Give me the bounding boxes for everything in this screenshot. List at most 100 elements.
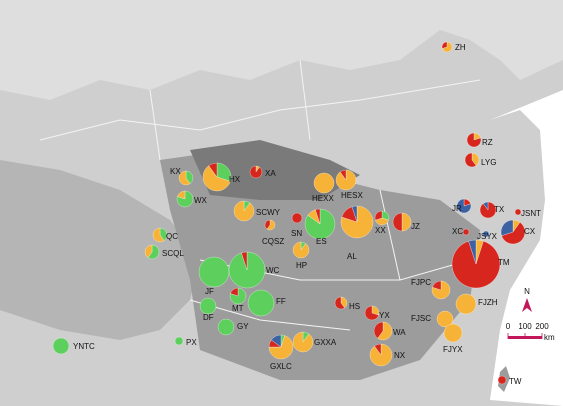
pie-slice bbox=[230, 287, 239, 297]
pie-slice bbox=[144, 244, 153, 258]
scale-unit: km bbox=[544, 333, 555, 342]
site-label: HP bbox=[296, 261, 307, 270]
scale-tick-label: 200 bbox=[535, 322, 549, 331]
site-label: ES bbox=[316, 237, 327, 246]
site-label: TX bbox=[494, 205, 505, 214]
pie-slice bbox=[514, 208, 522, 216]
pie-slice bbox=[443, 323, 463, 343]
pie-slice bbox=[401, 212, 412, 232]
pie-slice bbox=[483, 201, 489, 211]
site-label: SCWY bbox=[256, 208, 281, 217]
pie-slice bbox=[374, 210, 383, 221]
site-label: ZH bbox=[455, 43, 466, 52]
pie-slice bbox=[373, 321, 384, 339]
pie-slice bbox=[241, 251, 248, 271]
pie-slice bbox=[291, 212, 303, 224]
pie-slice bbox=[292, 331, 314, 353]
pie-slice bbox=[436, 310, 454, 328]
pie-slice bbox=[339, 169, 347, 181]
pie-slice bbox=[208, 162, 218, 178]
pie-slice bbox=[266, 219, 276, 231]
site-label: FJZH bbox=[478, 298, 498, 307]
pie-slice bbox=[364, 305, 379, 321]
pie-slice bbox=[500, 219, 514, 236]
pie-slice bbox=[374, 343, 382, 356]
site-label: LYG bbox=[481, 158, 496, 167]
pie-slice bbox=[497, 375, 507, 385]
scale-bar: N 0 100 200 km bbox=[506, 287, 555, 342]
pie-slice bbox=[501, 222, 526, 245]
pie-slice bbox=[199, 297, 217, 315]
pie-slice bbox=[229, 287, 247, 305]
pie-slice bbox=[177, 190, 186, 200]
pie-slice bbox=[52, 337, 70, 355]
pie-slice bbox=[233, 200, 255, 222]
site-label: NX bbox=[394, 351, 406, 360]
site-label: SN bbox=[291, 229, 302, 238]
pie-slice bbox=[247, 289, 275, 317]
pie-slice bbox=[456, 198, 472, 214]
site-label: PX bbox=[186, 338, 197, 347]
site-label: HEXX bbox=[312, 194, 334, 203]
site-label: FJYX bbox=[443, 345, 463, 354]
site-label: CX bbox=[524, 227, 536, 236]
north-label: N bbox=[524, 287, 530, 296]
site-label: XX bbox=[375, 226, 386, 235]
site-label: JF bbox=[205, 287, 214, 296]
site-label: DF bbox=[203, 313, 214, 322]
pie-slice bbox=[292, 241, 310, 259]
pie-slice bbox=[392, 212, 403, 232]
site-label: JZ bbox=[411, 222, 420, 231]
site-label: JR bbox=[452, 204, 462, 213]
pie-slice bbox=[464, 152, 477, 168]
pie-slice bbox=[334, 296, 345, 310]
site-label: SCQL bbox=[162, 249, 184, 258]
site-label: GY bbox=[237, 322, 249, 331]
site-label: XA bbox=[265, 169, 276, 178]
pie-slice bbox=[264, 219, 271, 230]
land-north bbox=[0, 0, 563, 100]
site-label: QC bbox=[166, 232, 178, 241]
site-label: HS bbox=[349, 302, 360, 311]
scale-tick-label: 0 bbox=[506, 322, 511, 331]
site-label: WC bbox=[266, 266, 280, 275]
site-label: GXXA bbox=[314, 338, 337, 347]
site-label: WX bbox=[194, 196, 208, 205]
pie-slice bbox=[174, 336, 184, 346]
site-label: HESX bbox=[341, 191, 363, 200]
pie-slice bbox=[178, 170, 191, 186]
site-label: TW bbox=[509, 377, 522, 386]
pie-slice bbox=[147, 244, 160, 260]
pie-slice bbox=[271, 334, 282, 348]
pie-slice bbox=[462, 228, 470, 236]
site-label: AL bbox=[347, 252, 357, 261]
pie-slice bbox=[482, 230, 490, 238]
pie-slice bbox=[451, 240, 501, 289]
site-label: FJPC bbox=[411, 278, 431, 287]
pie-slice bbox=[176, 190, 194, 208]
borders bbox=[39, 59, 481, 331]
site-label: WA bbox=[393, 328, 406, 337]
north-arrow bbox=[522, 298, 532, 312]
land-southwest bbox=[0, 160, 200, 340]
sea bbox=[490, 90, 563, 406]
pie-slice bbox=[377, 321, 393, 341]
pie-slice bbox=[441, 41, 448, 49]
pie-slice bbox=[268, 335, 294, 360]
pie-slice bbox=[468, 239, 477, 265]
pie-slice bbox=[202, 165, 231, 192]
site-label: YNTC bbox=[73, 342, 95, 351]
pie-slice bbox=[351, 205, 358, 223]
pie-slice bbox=[432, 280, 442, 291]
site-label: FJSC bbox=[411, 314, 431, 323]
pie-slice bbox=[198, 256, 230, 288]
site-label: MT bbox=[232, 304, 244, 313]
pie-slice bbox=[466, 132, 482, 148]
site-label: FF bbox=[276, 297, 286, 306]
site-label: KX bbox=[170, 167, 181, 176]
site-label: GXLC bbox=[270, 362, 292, 371]
site-label: JSYX bbox=[477, 232, 498, 241]
site-label: JSNT bbox=[521, 209, 541, 218]
site-label: YX bbox=[379, 311, 390, 320]
